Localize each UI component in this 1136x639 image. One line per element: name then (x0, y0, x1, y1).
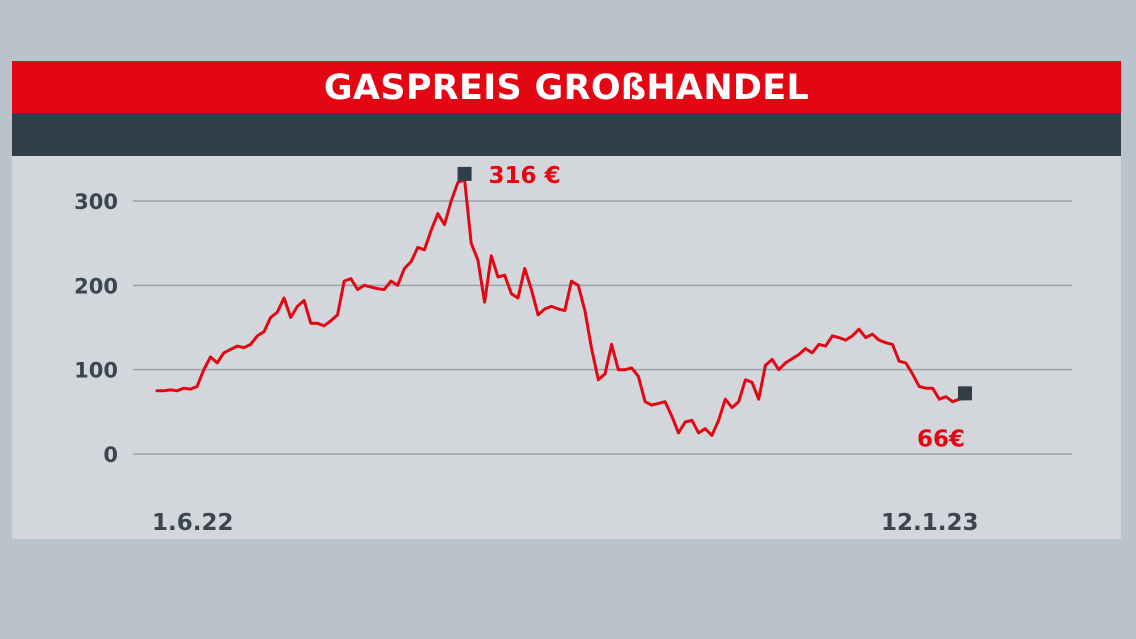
peak-marker (457, 166, 472, 181)
y-tick-label-100: 100 (74, 359, 118, 383)
y-tick-label-300: 300 (74, 190, 118, 214)
y-tick-label-200: 200 (74, 274, 118, 298)
end-value-label: 66€ (917, 426, 965, 452)
x-start-label: 1.6.22 (152, 510, 234, 536)
title-bar: GASPREIS GROßHANDEL (12, 61, 1121, 113)
chart-title: GASPREIS GROßHANDEL (323, 68, 810, 108)
y-tick-label-0: 0 (103, 443, 118, 467)
peak-value-label: 316 € (489, 163, 561, 189)
end-marker (958, 386, 972, 401)
series-line (155, 178, 968, 437)
chart-panel: GASPREIS GROßHANDEL (12, 61, 1121, 539)
x-end-label: 12.1.23 (881, 510, 979, 536)
subtitle-bar (12, 113, 1121, 156)
